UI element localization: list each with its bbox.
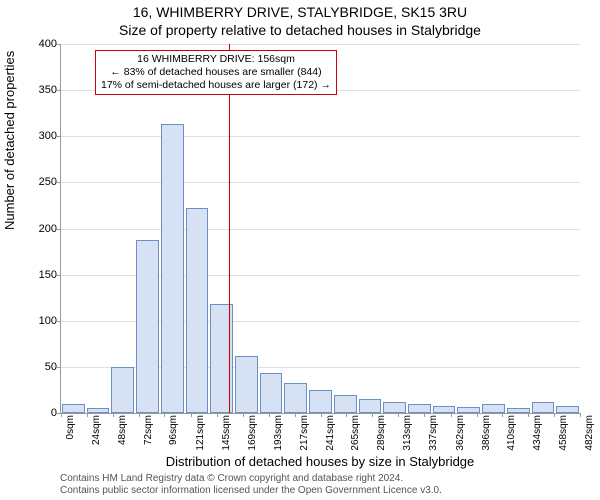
x-tick-mark xyxy=(191,413,192,417)
histogram-bar xyxy=(260,373,283,413)
annotation-box: 16 WHIMBERRY DRIVE: 156sqm← 83% of detac… xyxy=(95,50,337,95)
x-tick-label: 289sqm xyxy=(376,415,387,451)
y-tick-label: 350 xyxy=(39,84,57,96)
histogram-bar xyxy=(408,404,431,413)
x-tick-label: 145sqm xyxy=(221,415,232,451)
histogram-bar xyxy=(62,404,85,413)
y-tick-mark xyxy=(57,275,61,276)
y-tick-label: 100 xyxy=(39,315,57,327)
x-axis-label: Distribution of detached houses by size … xyxy=(60,454,580,469)
x-tick-mark xyxy=(243,413,244,417)
y-tick-mark xyxy=(57,136,61,137)
histogram-bar xyxy=(284,383,307,413)
x-tick-mark xyxy=(451,413,452,417)
title-address: 16, WHIMBERRY DRIVE, STALYBRIDGE, SK15 3… xyxy=(0,4,600,20)
x-tick-mark xyxy=(372,413,373,417)
y-tick-mark xyxy=(57,44,61,45)
gridline xyxy=(61,44,580,45)
x-tick-mark xyxy=(321,413,322,417)
histogram-bar xyxy=(235,356,258,413)
caption-line1: Contains HM Land Registry data © Crown c… xyxy=(60,473,580,485)
y-tick-label: 200 xyxy=(39,223,57,235)
histogram-bar xyxy=(507,408,530,413)
y-tick-label: 250 xyxy=(39,176,57,188)
y-tick-label: 400 xyxy=(39,38,57,50)
x-tick-mark xyxy=(164,413,165,417)
histogram-bar xyxy=(359,399,382,413)
x-tick-mark xyxy=(554,413,555,417)
y-tick-label: 300 xyxy=(39,130,57,142)
y-tick-label: 150 xyxy=(39,269,57,281)
x-tick-mark xyxy=(528,413,529,417)
histogram-bar xyxy=(161,124,184,413)
y-tick-mark xyxy=(57,182,61,183)
x-tick-mark xyxy=(424,413,425,417)
histogram-bar xyxy=(186,208,209,413)
histogram-bar xyxy=(433,406,456,413)
x-tick-label: 337sqm xyxy=(428,415,439,451)
annotation-line2: ← 83% of detached houses are smaller (84… xyxy=(101,66,331,79)
x-tick-mark xyxy=(502,413,503,417)
annotation-line3: 17% of semi-detached houses are larger (… xyxy=(101,79,331,92)
y-axis-label: Number of detached properties xyxy=(2,51,17,230)
histogram-bar xyxy=(136,240,159,413)
x-tick-mark xyxy=(477,413,478,417)
histogram-bar xyxy=(111,367,134,413)
x-tick-mark xyxy=(269,413,270,417)
gridline xyxy=(61,182,580,183)
gridline xyxy=(61,229,580,230)
x-tick-label: 0sqm xyxy=(65,415,76,439)
plot-area: 0501001502002503003504000sqm24sqm48sqm72… xyxy=(60,44,580,414)
x-tick-label: 72sqm xyxy=(143,415,154,445)
x-tick-mark xyxy=(217,413,218,417)
chart-figure: 16, WHIMBERRY DRIVE, STALYBRIDGE, SK15 3… xyxy=(0,0,600,500)
x-tick-label: 362sqm xyxy=(455,415,466,451)
histogram-bar xyxy=(556,406,579,413)
y-tick-mark xyxy=(57,321,61,322)
histogram-bar xyxy=(482,404,505,413)
histogram-bar xyxy=(383,402,406,413)
x-tick-mark xyxy=(580,413,581,417)
x-tick-label: 482sqm xyxy=(584,415,595,451)
caption: Contains HM Land Registry data © Crown c… xyxy=(60,473,580,497)
x-tick-mark xyxy=(87,413,88,417)
x-tick-mark xyxy=(398,413,399,417)
x-tick-label: 313sqm xyxy=(402,415,413,451)
x-tick-label: 458sqm xyxy=(558,415,569,451)
x-tick-label: 24sqm xyxy=(91,415,102,445)
y-tick-label: 50 xyxy=(45,361,57,373)
y-tick-mark xyxy=(57,90,61,91)
x-tick-label: 217sqm xyxy=(299,415,310,451)
x-tick-label: 410sqm xyxy=(506,415,517,451)
histogram-bar xyxy=(309,390,332,413)
x-tick-label: 386sqm xyxy=(481,415,492,451)
x-tick-label: 121sqm xyxy=(195,415,206,451)
histogram-bar xyxy=(87,408,110,413)
histogram-bar xyxy=(532,402,555,413)
x-tick-label: 169sqm xyxy=(247,415,258,451)
x-tick-label: 434sqm xyxy=(532,415,543,451)
x-tick-label: 96sqm xyxy=(168,415,179,445)
gridline xyxy=(61,136,580,137)
caption-line2: Contains public sector information licen… xyxy=(60,485,580,497)
x-tick-label: 241sqm xyxy=(325,415,336,451)
x-tick-mark xyxy=(61,413,62,417)
x-tick-label: 265sqm xyxy=(350,415,361,451)
x-tick-mark xyxy=(295,413,296,417)
x-tick-mark xyxy=(113,413,114,417)
x-tick-label: 193sqm xyxy=(273,415,284,451)
y-tick-mark xyxy=(57,229,61,230)
histogram-bar xyxy=(334,395,357,413)
x-tick-mark xyxy=(346,413,347,417)
annotation-line1: 16 WHIMBERRY DRIVE: 156sqm xyxy=(101,53,331,66)
x-tick-label: 48sqm xyxy=(117,415,128,445)
reference-line xyxy=(229,44,230,413)
y-tick-label: 0 xyxy=(51,407,57,419)
title-subtitle: Size of property relative to detached ho… xyxy=(0,22,600,38)
y-tick-mark xyxy=(57,367,61,368)
x-tick-mark xyxy=(139,413,140,417)
